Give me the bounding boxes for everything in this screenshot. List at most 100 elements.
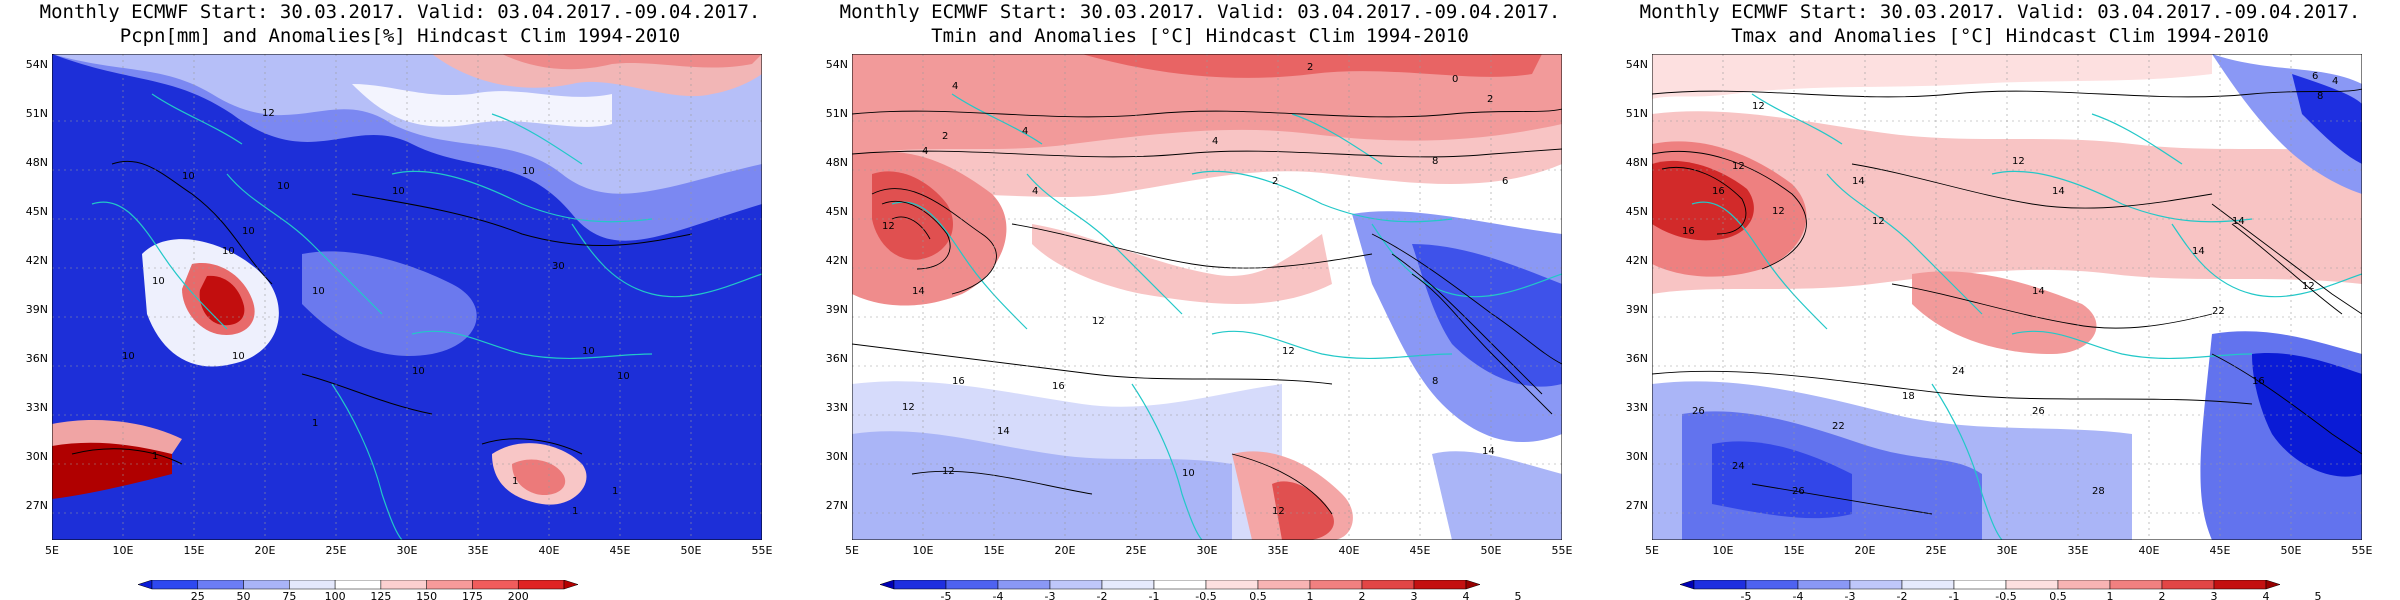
map-tmin: 2 0 2 4 2 4 4 2 8 6 4 4 12 14 16 12 16 1… [852,54,1562,540]
contour-label: 12 [1732,161,1745,172]
colorbar-tick-label: 1 [1307,590,1314,600]
colorbar-tick-label: 1 [2107,590,2114,600]
longitude-axis: 5E 10E 15E 20E 25E 30E 35E 40E 45E 50E 5… [45,544,772,557]
panel-title: Monthly ECMWF Start: 30.03.2017. Valid: … [1600,0,2400,48]
contour-label: 4 [1212,136,1218,147]
panel-title: Monthly ECMWF Start: 30.03.2017. Valid: … [0,0,800,48]
colorbar-tick-label: -3 [1845,590,1856,600]
lon-tick-label: 45E [2210,544,2231,557]
colorbar-tick-label: -2 [1897,590,1908,600]
lon-tick-label: 35E [1268,544,1289,557]
lat-tick-label: 51N [1626,107,1648,120]
lon-tick-label: 45E [1410,544,1431,557]
contour-label: 10 [122,351,135,362]
contour-label: 6 [2312,71,2318,82]
map-canvas: 2 0 2 4 2 4 4 2 8 6 4 4 12 14 16 12 16 1… [852,54,1562,540]
lon-tick-label: 5E [45,544,59,557]
lat-tick-label: 36N [826,352,848,365]
lon-tick-label: 35E [468,544,489,557]
contour-label: 4 [952,81,958,92]
colorbar-tick-label: 125 [370,590,391,600]
contour-label: 12 [262,108,275,119]
colorbar-tick-label: -1 [1149,590,1160,600]
contour-label: 10 [392,186,405,197]
colorbar-tick-label: 4 [1463,590,1470,600]
contour-label: 1 [152,451,158,462]
colorbar-swatch [2213,580,2267,590]
lat-tick-label: 51N [26,107,48,120]
lon-tick-label: 20E [255,544,276,557]
colorbar-precipitation: 25 50 75 100 125 150 175 200 [138,580,579,600]
lat-tick-label: 33N [26,401,48,414]
contour-label: 10 [312,286,325,297]
colorbar-swatches [138,580,579,590]
colorbar-swatch [1257,580,1311,590]
colorbar-swatch [1465,580,1481,590]
colorbar-tick-label: -0.5 [1995,590,2016,600]
colorbar-tick-label: -3 [1045,590,1056,600]
contour-label: 14 [2192,246,2205,257]
lat-tick-label: 48N [26,156,48,169]
contour-label: 12 [1752,101,1765,112]
colorbar-tick-label: 0.5 [1249,590,1267,600]
lat-tick-label: 36N [26,352,48,365]
contour-label: 10 [522,166,535,177]
lon-tick-label: 5E [1645,544,1659,557]
colorbar-tick-label: 5 [1515,590,1522,600]
lat-tick-label: 39N [26,303,48,316]
colorbar-tick-label: 2 [1359,590,1366,600]
contour-label: 12 [902,402,915,413]
colorbar-tick-label: -0.5 [1195,590,1216,600]
lon-tick-label: 10E [1713,544,1734,557]
contour-label: 16 [2252,376,2265,387]
colorbar-tick-label: 5 [2315,590,2322,600]
contour-label: 24 [1952,366,1965,377]
contour-label: 12 [1272,506,1285,517]
lat-tick-label: 33N [1626,401,1648,414]
contour-label: 6 [1502,176,1508,187]
colorbar-tick-label: 150 [416,590,437,600]
panel-title: Monthly ECMWF Start: 30.03.2017. Valid: … [800,0,1600,48]
contour-label: 10 [182,171,195,182]
panel-precipitation: Monthly ECMWF Start: 30.03.2017. Valid: … [0,0,800,600]
contour-label: 16 [1052,381,1065,392]
lat-tick-label: 51N [826,107,848,120]
colorbar-tick-label: -2 [1097,590,1108,600]
contour-label: 0 [1452,74,1458,85]
colorbar-swatch [2109,580,2163,590]
lat-tick-label: 54N [26,58,48,71]
contour-label: 1 [612,486,618,497]
colorbar-tick-label: -4 [1793,590,1804,600]
lon-tick-label: 25E [1126,544,1147,557]
contour-label: 26 [2032,406,2045,417]
lon-tick-label: 35E [2068,544,2089,557]
colorbar-swatch [1413,580,1467,590]
lon-tick-label: 50E [681,544,702,557]
colorbar-swatch [1153,580,1207,590]
map-canvas: 6 4 8 12 12 14 16 12 12 14 16 12 14 12 1… [1652,54,2362,540]
colorbar-swatch [1205,580,1259,590]
lon-tick-label: 15E [184,544,205,557]
lat-tick-label: 54N [1626,58,1648,71]
contour-label: 30 [552,261,565,272]
contour-label: 28 [2092,486,2105,497]
lon-tick-label: 30E [1197,544,1218,557]
lat-tick-label: 54N [826,58,848,71]
contour-label: 14 [912,286,925,297]
contour-label: 14 [1482,446,1495,457]
colorbar-swatch [997,580,1051,590]
colorbar-swatch [151,580,199,590]
contour-label: 16 [952,376,965,387]
colorbar-swatch [945,580,999,590]
lat-tick-label: 36N [1626,352,1648,365]
colorbar-tick-label: -1 [1949,590,1960,600]
contour-label: 12 [942,466,955,477]
colorbar-tick-label: -4 [993,590,1004,600]
colorbar-swatch [426,580,473,590]
contour-label: 8 [2317,91,2323,102]
lon-tick-label: 50E [1481,544,1502,557]
title-line-1: Monthly ECMWF Start: 30.03.2017. Valid: … [39,1,761,23]
colorbar-tmin: -5 -4 -3 -2 -1 -0.5 0.5 1 2 3 4 5 [880,580,1522,600]
title-line-1: Monthly ECMWF Start: 30.03.2017. Valid: … [839,1,1561,23]
colorbar-tick-label: 3 [2211,590,2218,600]
